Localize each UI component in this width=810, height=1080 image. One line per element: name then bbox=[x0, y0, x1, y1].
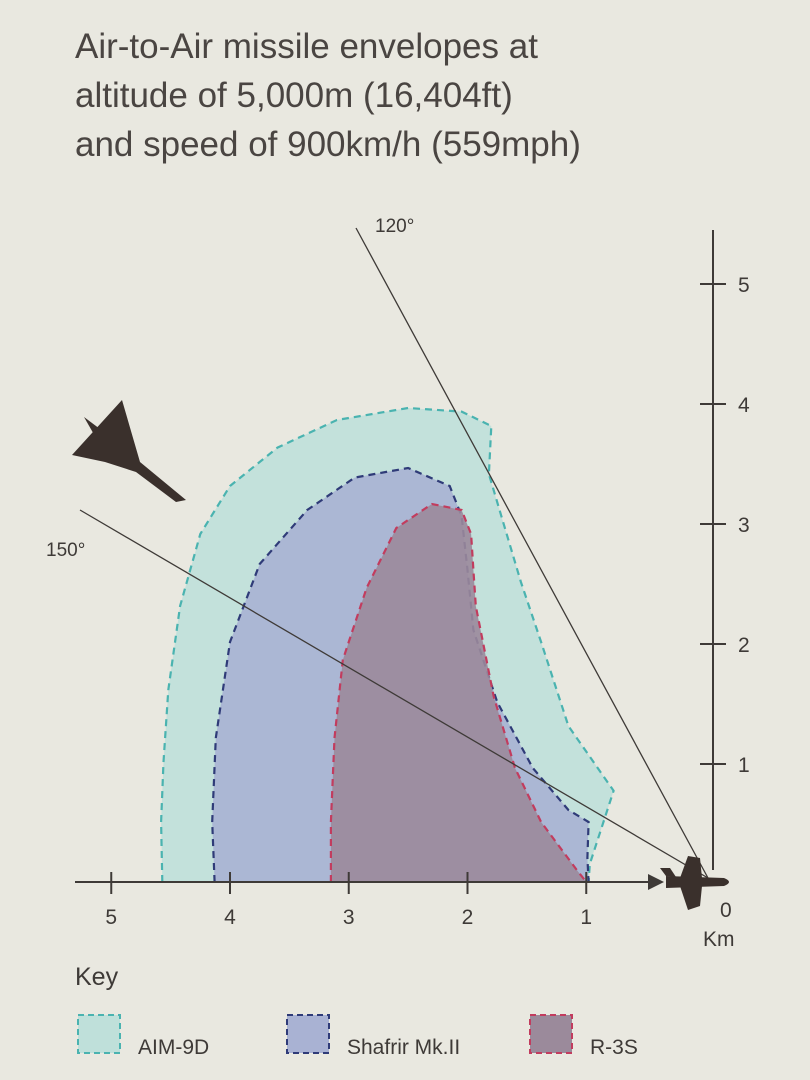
legend-title: Key bbox=[75, 963, 119, 991]
y-tick-label-4: 4 bbox=[738, 394, 750, 417]
legend-label-r-3s: R-3S bbox=[590, 1036, 638, 1059]
angle-lines: 120° 150° bbox=[46, 216, 709, 879]
angle-line-120 bbox=[355, 227, 709, 879]
x-tick-label-2: 2 bbox=[462, 906, 474, 929]
legend-swatch-aim-9d bbox=[77, 1014, 121, 1054]
x-ticks: 5 4 3 2 1 bbox=[105, 872, 592, 929]
envelope-areas bbox=[159, 406, 615, 883]
legend-label-aim-9d: AIM-9D bbox=[138, 1036, 209, 1059]
x-tick-label-5: 5 bbox=[105, 906, 117, 929]
legend-label-shafrir-mk-ii: Shafrir Mk.II bbox=[347, 1036, 460, 1059]
legend-items: AIM-9D Shafrir Mk.II R-3S bbox=[77, 1014, 638, 1059]
target-aircraft-icon bbox=[660, 856, 729, 910]
angle-line-150 bbox=[79, 509, 709, 879]
legend-swatch-r-3s bbox=[529, 1014, 573, 1054]
y-tick-label-3: 3 bbox=[738, 514, 750, 537]
legend: Key AIM-9D Shafrir Mk.II R-3S bbox=[75, 963, 638, 1059]
x-origin-label: 0 bbox=[720, 899, 732, 922]
title-line-2: altitude of 5,000m (16,404ft) bbox=[75, 76, 513, 115]
title-line-1: Air-to-Air missile envelopes at bbox=[75, 27, 538, 66]
y-tick-label-2: 2 bbox=[738, 634, 750, 657]
y-tick-label-1: 1 bbox=[738, 754, 750, 777]
x-tick-label-4: 4 bbox=[224, 906, 236, 929]
x-tick-label-1: 1 bbox=[580, 906, 592, 929]
angle-label-120: 120° bbox=[375, 216, 414, 237]
envelope-r-3s bbox=[329, 502, 588, 883]
legend-swatch-shafrir-mk-ii bbox=[286, 1014, 330, 1054]
x-tick-label-3: 3 bbox=[343, 906, 355, 929]
angle-label-150: 150° bbox=[46, 540, 85, 561]
delta-wing-fighter-icon bbox=[72, 400, 186, 502]
axes: 5 4 3 2 1 1 2 3 4 5 0 Km bbox=[75, 230, 750, 951]
x-unit-label: Km bbox=[703, 928, 735, 951]
y-tick-label-5: 5 bbox=[738, 274, 750, 297]
title-line-3: and speed of 900km/h (559mph) bbox=[75, 125, 581, 164]
x-axis-arrow bbox=[648, 874, 664, 890]
chart-title: Air-to-Air missile envelopes at altitude… bbox=[75, 27, 581, 164]
y-ticks: 1 2 3 4 5 bbox=[700, 274, 750, 777]
